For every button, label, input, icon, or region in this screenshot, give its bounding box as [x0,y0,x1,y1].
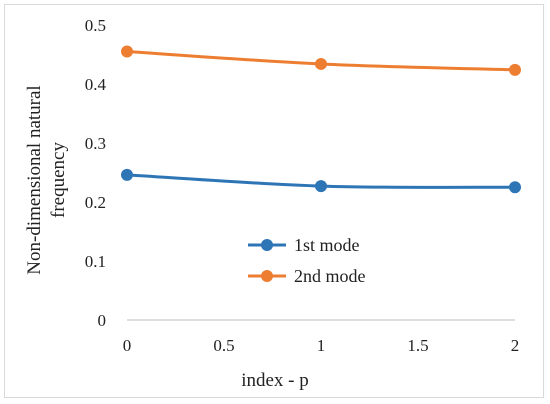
legend-marker-2nd-mode [261,270,273,282]
y-tick-label: 0.1 [85,252,106,271]
y-tick-label: 0.4 [85,75,107,94]
legend-label-2nd-mode: 2nd mode [294,266,366,286]
legend-label-1st-mode: 1st mode [294,235,360,255]
y-axis-label-line-2: frequency [48,142,69,218]
legend: 1st mode 2nd mode [248,235,366,286]
data-point-2nd-mode [121,45,133,58]
x-tick-labels: 0 0.5 1 1.5 2 [123,336,520,355]
y-tick-label: 0.2 [85,193,106,212]
y-tick-label: 0.3 [85,134,106,153]
y-axis-label: Non-dimensional natural frequency [24,85,69,274]
x-tick-label: 2 [511,336,520,355]
y-tick-label: 0 [98,311,107,330]
data-point-2nd-mode [315,57,327,70]
legend-item-1st-mode: 1st mode [248,235,360,255]
legend-marker-1st-mode [261,239,273,251]
legend-item-2nd-mode: 2nd mode [248,266,366,286]
data-point-1st-mode [509,181,521,194]
x-tick-label: 1.5 [407,336,428,355]
data-point-1st-mode [121,168,133,181]
data-point-1st-mode [315,180,327,193]
y-tick-labels: 0 0.1 0.2 0.3 0.4 0.5 [85,16,107,330]
x-tick-label: 1 [317,336,326,355]
x-tick-label: 0.5 [213,336,234,355]
series-layer [121,45,521,194]
y-axis-label-line-1: Non-dimensional natural [24,85,45,274]
x-axis-label: index - p [241,370,309,391]
y-tick-label: 0.5 [85,16,106,35]
x-tick-label: 0 [123,336,132,355]
data-point-2nd-mode [509,63,521,76]
